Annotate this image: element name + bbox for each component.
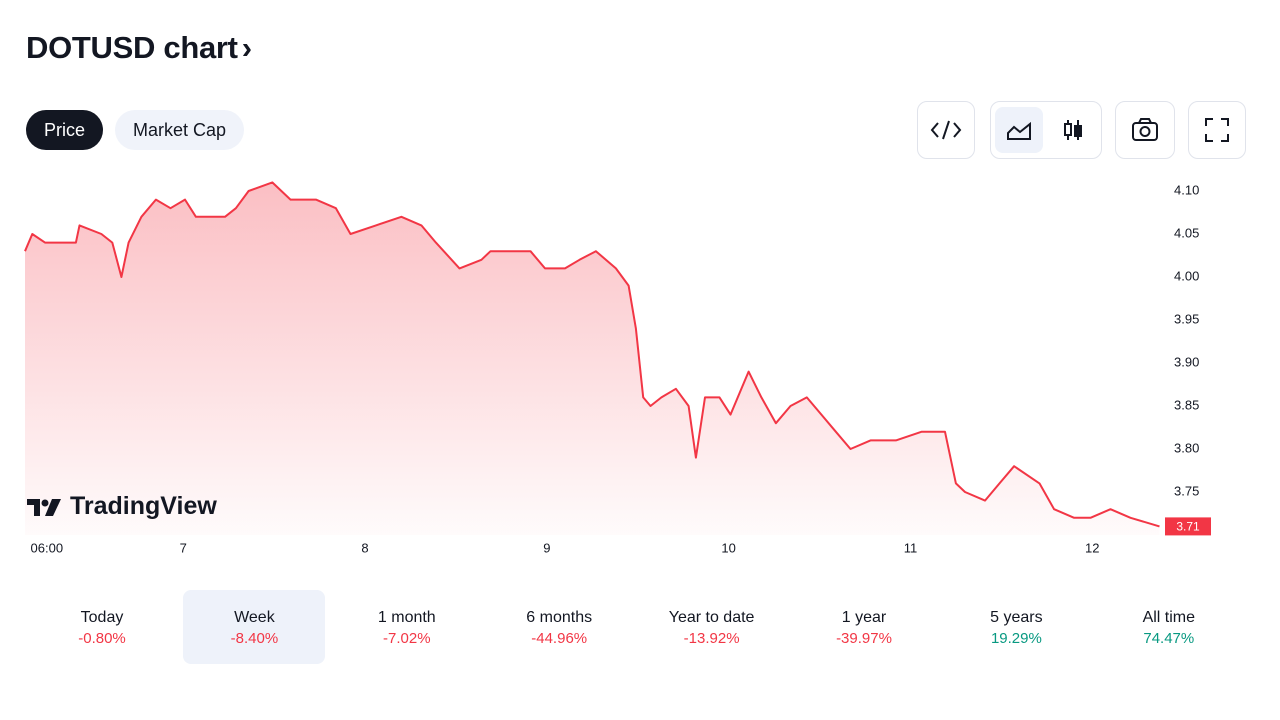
period-bar: Today -0.80% Week -8.40% 1 month -7.02% 6 mont… [26,590,1246,664]
period-button[interactable]: 1 year -39.97% [793,590,935,664]
candle-icon [1064,120,1082,140]
y-tick-label: 3.90 [1174,354,1199,369]
last-value-label: 3.71 [1176,520,1200,534]
period-label: 1 month [377,609,436,626]
y-tick-label: 4.10 [1174,182,1199,197]
y-tick-label: 4.00 [1174,268,1199,283]
candle-style-button[interactable] [1049,107,1097,153]
y-tick-label: 3.75 [1174,483,1199,498]
x-tick-label: 8 [361,540,368,555]
period-button[interactable]: 1 month -7.02% [336,590,478,664]
period-button[interactable]: Year to date -13.92% [641,590,783,664]
period-change: -8.40% [230,630,279,647]
x-tick-label: 11 [904,540,918,555]
last-value-badge [1165,517,1211,536]
area-icon [1007,121,1031,140]
period-button[interactable]: All time 74.47% [1098,590,1240,664]
x-tick-label: 12 [1085,540,1099,555]
period-change: -7.02% [383,630,431,647]
snapshot-button[interactable] [1115,101,1175,159]
y-tick-label: 3.95 [1174,311,1199,326]
period-button[interactable]: 6 months -44.96% [488,590,630,664]
embed-icon [930,120,962,140]
y-tick-label: 3.85 [1174,397,1199,412]
watermark-text: TradingView [70,492,217,520]
tab[interactable]: Price [26,110,104,150]
area-fill [25,182,1160,535]
x-tick-label: 10 [721,540,735,555]
period-change: 19.29% [990,630,1042,647]
period-change: 74.47% [1143,630,1195,647]
tab[interactable]: Market Cap [115,110,245,150]
price-line [24,181,1160,528]
y-tick-label: 3.80 [1174,440,1199,455]
y-tick-label: 4.05 [1174,225,1199,240]
area-style-button[interactable] [995,107,1043,153]
period-button[interactable]: Today -0.80% [31,590,173,664]
chevron-icon[interactable]: › [241,30,252,65]
watermark: TradingView [26,492,217,521]
period-label: All time [1142,609,1196,626]
period-change: -13.92% [683,630,740,647]
x-tick-label: 06:00 [31,540,64,555]
title[interactable]: DOTUSD chart › [26,30,252,66]
period-label: 5 years [990,609,1043,626]
period-button[interactable]: Week -8.40% [183,590,326,664]
chart-style-group [990,101,1102,159]
chart: 3.75 3.80 3.85 3.90 3.95 4.00 4.05 4.10 06:00 7 8 9… [24,181,1211,555]
fullscreen-icon [1205,118,1229,142]
period-label: 6 months [526,609,593,626]
period-label: Year to date [668,609,755,626]
watermark-logo [27,498,61,516]
title-text[interactable]: DOTUSD chart [26,30,238,65]
period-label: Week [234,609,275,626]
period-change: -44.96% [531,630,588,647]
period-change: -0.80% [78,630,126,647]
camera-icon [1132,118,1158,141]
period-button[interactable]: 5 years 19.29% [945,590,1087,664]
x-tick-label: 9 [543,540,550,555]
period-label: Today [80,609,124,626]
fullscreen-button[interactable] [1188,101,1246,159]
x-tick-label: 7 [180,540,187,555]
period-label: 1 year [841,609,887,626]
period-change: -39.97% [836,630,892,647]
embed-button[interactable] [917,101,975,159]
